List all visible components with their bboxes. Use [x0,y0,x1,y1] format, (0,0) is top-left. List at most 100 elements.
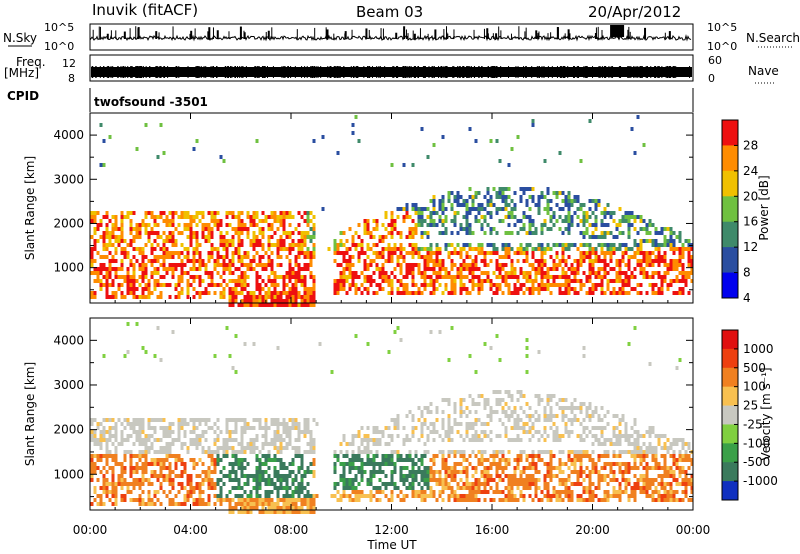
range-cell [531,462,535,466]
range-cell [273,486,277,490]
range-cell [150,251,154,255]
range-cell [297,279,301,283]
range-cell [468,247,472,251]
range-cell [516,251,520,255]
range-cell [99,223,103,227]
range-cell [498,255,502,259]
range-cell [291,470,295,474]
range-cell [420,414,424,418]
range-cell [195,267,199,271]
range-cell [294,446,298,450]
range-cell [108,231,112,235]
range-cell [411,434,415,438]
range-cell [336,247,340,251]
range-cell [561,219,565,223]
range-cell [594,227,598,231]
range-cell [471,490,475,494]
nave-label: Nave [748,64,779,78]
range-cell [441,259,445,263]
range-cell [525,199,529,203]
range-cell [648,255,652,259]
range-cell [288,267,292,271]
range-cell [240,494,244,498]
range-cell [312,498,316,502]
range-cell [162,151,166,155]
range-cell [621,231,625,235]
range-cell [252,506,256,510]
range-cell [306,502,310,506]
range-cell [234,486,238,490]
range-cell [240,271,244,275]
range-cell [252,235,256,239]
sky-tick-top-right: 10^5 [707,21,737,34]
range-cell [351,239,355,243]
range-cell [225,426,229,430]
range-cell [234,478,238,482]
range-cell [447,271,451,275]
range-cell [177,215,181,219]
range-cell [489,283,493,287]
range-cell [213,215,217,219]
range-cell [561,199,565,203]
range-cell [126,251,130,255]
range-cell [315,494,319,498]
range-cell [105,458,109,462]
range-cell [483,219,487,223]
range-cell [675,259,679,263]
range-cell [291,494,295,498]
range-cell [594,215,598,219]
range-cell [288,299,292,303]
range-cell [276,275,280,279]
range-cell [453,450,457,454]
range-cell [630,127,634,131]
range-cell [216,418,220,422]
range-cell [348,498,352,502]
range-cell [153,215,157,219]
range-cell [228,223,232,227]
range-cell [459,227,463,231]
range-cell [648,231,652,235]
range-cell [633,227,637,231]
range-cell [114,227,118,231]
range-cell [519,187,523,191]
range-cell [234,291,238,295]
range-cell [402,498,406,502]
range-cell [546,398,550,402]
range-cell [531,123,535,127]
range-cell [627,283,631,287]
range-cell [252,486,256,490]
range-cell [387,498,391,502]
range-cell [615,263,619,267]
range-cell [480,462,484,466]
range-cell [426,406,430,410]
range-cell [516,426,520,430]
range-cell [300,478,304,482]
range-cell [420,410,424,414]
range-cell [606,251,610,255]
range-cell [606,231,610,235]
range-cell [570,450,574,454]
range-cell [462,458,466,462]
range-cell [186,235,190,239]
range-cell [411,418,415,422]
range-cell [372,470,376,474]
range-cell [432,279,436,283]
range-cell [681,287,685,291]
range-cell [552,414,556,418]
range-cell [168,223,172,227]
range-cell [306,215,310,219]
range-cell [582,271,586,275]
range-cell [240,223,244,227]
range-cell [171,502,175,506]
range-cell [483,398,487,402]
range-cell [219,243,223,247]
range-cell [594,287,598,291]
range-cell [189,438,193,442]
range-cell [105,418,109,422]
range-cell [507,450,511,454]
range-cell [378,486,382,490]
range-cell [423,247,427,251]
y-tick-label: 4000 [53,128,84,142]
range-cell [339,494,343,498]
range-cell [348,271,352,275]
